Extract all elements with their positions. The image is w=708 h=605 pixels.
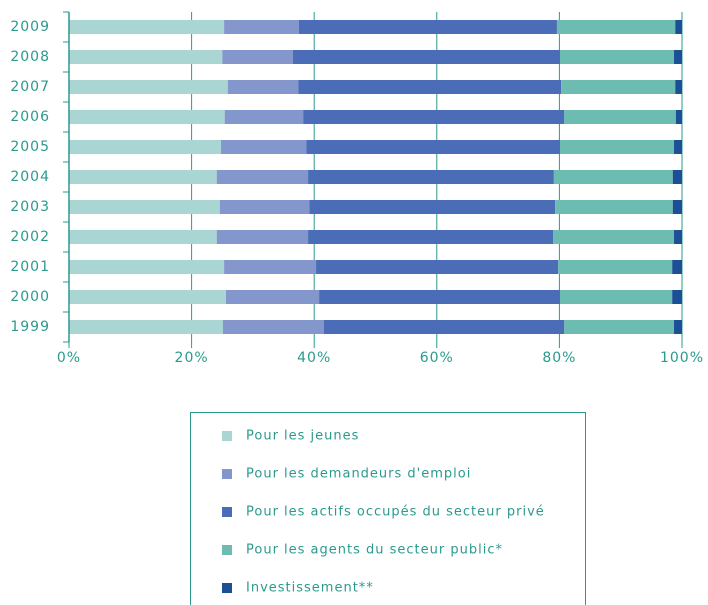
legend-label: Pour les jeunes — [246, 429, 359, 444]
bar-segment — [675, 110, 682, 124]
bar-segment — [69, 140, 222, 154]
y-tick-label: 2006 — [10, 109, 50, 125]
bar-segment — [298, 80, 562, 94]
bar-segment — [674, 230, 682, 244]
bar-segment — [69, 170, 217, 184]
x-tick-label: 0% — [57, 350, 81, 366]
legend-label: Pour les actifs occupés du secteur privé — [246, 505, 545, 520]
bar-segment — [672, 260, 682, 274]
bar-segment — [555, 200, 673, 214]
y-tick-label: 2002 — [10, 229, 50, 245]
bar-segment — [69, 290, 226, 304]
bar-segment — [306, 140, 561, 154]
x-tick-label: 60% — [420, 350, 454, 366]
legend-swatch — [222, 507, 232, 517]
bar-segment — [675, 80, 682, 94]
bar-segment — [561, 80, 676, 94]
bar-segment — [69, 110, 225, 124]
bar-segment — [674, 140, 682, 154]
legend-label: Pour les agents du secteur public* — [246, 543, 503, 558]
bar-segment — [298, 20, 557, 34]
y-tick-label: 2003 — [10, 199, 50, 215]
legend-swatch — [222, 469, 232, 479]
bar-segment — [69, 50, 223, 64]
bar-segment — [219, 200, 310, 214]
legend-label: Investissement** — [246, 581, 374, 596]
bar-segment — [69, 200, 220, 214]
bar-segment — [560, 290, 673, 304]
legend-swatch — [222, 545, 232, 555]
bar-segment — [564, 320, 675, 334]
bar-segment — [222, 50, 293, 64]
bar-segment — [69, 20, 225, 34]
bar-segment — [224, 20, 299, 34]
bar-segment — [556, 20, 676, 34]
bar-segment — [227, 80, 299, 94]
y-tick-label: 2001 — [10, 259, 50, 275]
bar-segment — [69, 80, 228, 94]
y-tick-label: 2004 — [10, 169, 50, 185]
y-tick-label: 2009 — [10, 19, 50, 35]
bar-segment — [216, 170, 309, 184]
bar-segment — [558, 260, 673, 274]
y-tick-label: 2008 — [10, 49, 50, 65]
bar-segment — [324, 320, 565, 334]
bar-segment — [69, 260, 225, 274]
bar-segment — [316, 260, 559, 274]
bar-segment — [224, 110, 304, 124]
legend-swatch — [222, 583, 232, 593]
bar-segment — [221, 140, 307, 154]
bar-segment — [225, 290, 320, 304]
bar-segment — [674, 50, 682, 64]
legend-box — [190, 412, 586, 605]
bar-segment — [224, 260, 317, 274]
bar-segment — [308, 170, 554, 184]
bar-segment — [216, 230, 309, 244]
bar-segment — [564, 110, 676, 124]
bar-segment — [553, 230, 675, 244]
bar-segment — [672, 200, 682, 214]
bar-segment — [672, 170, 682, 184]
x-tick-label: 80% — [542, 350, 576, 366]
y-tick-label: 1999 — [10, 319, 50, 335]
bar-segment — [675, 20, 682, 34]
legend-swatch — [222, 431, 232, 441]
x-tick-label: 40% — [297, 350, 331, 366]
bar-segment — [319, 290, 561, 304]
bar-segment — [560, 50, 675, 64]
bar-segment — [69, 320, 223, 334]
bar-segment — [309, 200, 556, 214]
bar-segment — [69, 230, 217, 244]
y-tick-label: 2000 — [10, 289, 50, 305]
x-tick-label: 100% — [660, 350, 704, 366]
bar-segment — [560, 140, 675, 154]
x-tick-label: 20% — [175, 350, 209, 366]
y-tick-label: 2005 — [10, 139, 50, 155]
bar-segment — [222, 320, 325, 334]
y-tick-label: 2007 — [10, 79, 50, 95]
bar-segment — [292, 50, 561, 64]
bar-segment — [308, 230, 554, 244]
bar-segment — [672, 290, 682, 304]
legend-label: Pour les demandeurs d'emploi — [246, 467, 471, 482]
bar-segment — [303, 110, 565, 124]
bar-segment — [674, 320, 682, 334]
bar-segment — [553, 170, 673, 184]
